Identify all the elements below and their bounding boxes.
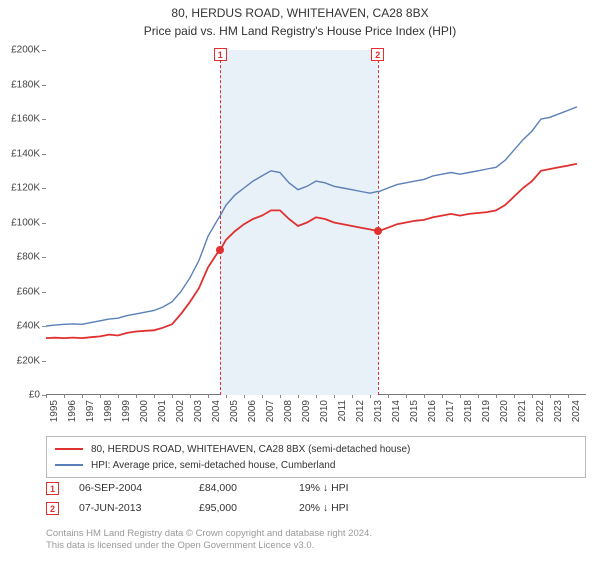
legend-item: 80, HERDUS ROAD, WHITEHAVEN, CA28 8BX (s… (55, 441, 577, 457)
chart-title: 80, HERDUS ROAD, WHITEHAVEN, CA28 8BX (0, 6, 600, 22)
x-axis-label: 2011 (337, 400, 348, 422)
y-axis-label: £160K (0, 114, 40, 125)
x-axis-label: 2002 (175, 400, 186, 422)
sale-row: 2 07-JUN-2013 £95,000 20% ↓ HPI (46, 498, 586, 518)
sale-date: 07-JUN-2013 (79, 502, 199, 514)
x-axis-label: 2014 (391, 400, 402, 422)
legend: 80, HERDUS ROAD, WHITEHAVEN, CA28 8BX (s… (46, 436, 586, 478)
sale-marker-box: 1 (46, 482, 59, 495)
footnote-line: Contains HM Land Registry data © Crown c… (46, 528, 372, 540)
x-axis-label: 2021 (517, 400, 528, 422)
x-axis-label: 2022 (535, 400, 546, 422)
chart-area: £0£20K£40K£60K£80K£100K£120K£140K£160K£1… (46, 50, 586, 395)
x-axis-label: 2012 (355, 400, 366, 422)
x-axis-label: 2001 (157, 400, 168, 422)
x-axis-label: 2000 (139, 400, 150, 422)
chart-container: 80, HERDUS ROAD, WHITEHAVEN, CA28 8BX Pr… (0, 6, 600, 566)
x-axis-label: 1995 (49, 400, 60, 422)
y-axis-label: £180K (0, 79, 40, 90)
x-axis-label: 1998 (103, 400, 114, 422)
sale-marker-on-chart: 2 (371, 48, 384, 61)
series-property_price (46, 164, 577, 338)
x-axis-label: 2020 (499, 400, 510, 422)
sale-point (216, 246, 224, 254)
x-axis-label: 2005 (229, 400, 240, 422)
legend-swatch (55, 464, 83, 466)
x-axis-label: 2010 (319, 400, 330, 422)
sale-price: £95,000 (199, 502, 299, 514)
x-axis-label: 1997 (85, 400, 96, 422)
x-axis-label: 2016 (427, 400, 438, 422)
sale-point (374, 227, 382, 235)
y-axis-label: £120K (0, 183, 40, 194)
legend-label: HPI: Average price, semi-detached house,… (91, 460, 335, 471)
x-axis-label: 2009 (301, 400, 312, 422)
sale-price: £84,000 (199, 482, 299, 494)
sale-hpi-diff: 19% ↓ HPI (299, 482, 399, 494)
series-hpi (46, 107, 577, 326)
sale-marker-box: 2 (46, 502, 59, 515)
footnote: Contains HM Land Registry data © Crown c… (46, 528, 372, 553)
legend-swatch (55, 448, 83, 450)
legend-label: 80, HERDUS ROAD, WHITEHAVEN, CA28 8BX (s… (91, 444, 410, 455)
x-axis-label: 2004 (211, 400, 222, 422)
y-axis-label: £20K (0, 355, 40, 366)
x-axis-label: 2018 (463, 400, 474, 422)
sale-row: 1 06-SEP-2004 £84,000 19% ↓ HPI (46, 478, 586, 498)
sales-table: 1 06-SEP-2004 £84,000 19% ↓ HPI 2 07-JUN… (46, 478, 586, 518)
x-axis-label: 1999 (121, 400, 132, 422)
y-axis-label: £100K (0, 217, 40, 228)
line-layer (46, 50, 586, 395)
sale-marker-on-chart: 1 (214, 48, 227, 61)
x-axis-label: 2017 (445, 400, 456, 422)
footnote-line: This data is licensed under the Open Gov… (46, 540, 372, 552)
x-axis-label: 2019 (481, 400, 492, 422)
x-axis-label: 2024 (571, 400, 582, 422)
chart-subtitle: Price paid vs. HM Land Registry's House … (0, 24, 600, 38)
y-axis-label: £0 (0, 390, 40, 401)
x-axis-label: 2015 (409, 400, 420, 422)
x-axis-label: 2007 (265, 400, 276, 422)
y-axis-label: £60K (0, 286, 40, 297)
y-axis-label: £80K (0, 252, 40, 263)
x-axis-label: 2023 (553, 400, 564, 422)
x-axis-label: 2006 (247, 400, 258, 422)
x-axis-label: 2013 (373, 400, 384, 422)
x-axis-label: 2003 (193, 400, 204, 422)
x-axis-label: 2008 (283, 400, 294, 422)
sale-hpi-diff: 20% ↓ HPI (299, 502, 399, 514)
legend-item: HPI: Average price, semi-detached house,… (55, 457, 577, 473)
y-axis-label: £40K (0, 321, 40, 332)
y-axis-label: £140K (0, 148, 40, 159)
sale-date: 06-SEP-2004 (79, 482, 199, 494)
x-axis-label: 1996 (67, 400, 78, 422)
y-axis-label: £200K (0, 45, 40, 56)
